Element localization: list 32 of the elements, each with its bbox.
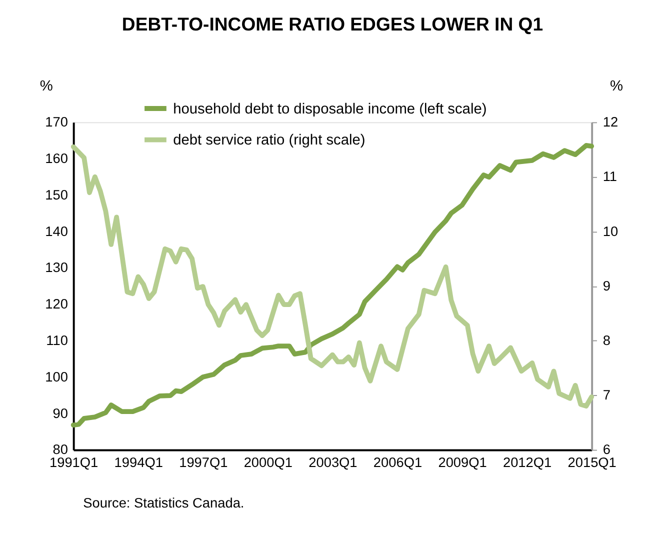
y-tick-label: 130 [45, 260, 68, 276]
y-tick-label: 120 [45, 296, 68, 312]
chart-title: DEBT-TO-INCOME RATIO EDGES LOWER IN Q1 [122, 13, 544, 34]
x-tick-label: 1997Q1 [179, 454, 228, 470]
y2-axis-title: % [610, 78, 624, 94]
y-tick-label: 160 [45, 150, 68, 166]
y2-tick-label: 11 [602, 169, 618, 184]
y2-tick-label: 7 [602, 388, 610, 403]
y-tick-label: 150 [45, 187, 68, 202]
x-tick-label: 1991Q1 [50, 454, 98, 470]
x-tick-label: 2003Q1 [308, 454, 358, 470]
x-tick-label: 2006Q1 [373, 454, 422, 470]
x-tick-label: 2000Q1 [244, 454, 292, 470]
y-tick-label: 100 [45, 369, 68, 384]
x-tick-label: 2009Q1 [438, 454, 487, 470]
x-tick-label: 2012Q1 [502, 454, 552, 470]
y-tick-label: 90 [52, 406, 68, 421]
y2-tick-label: 10 [602, 224, 618, 239]
y-axis-title: % [40, 78, 53, 94]
source-note: Source: Statistics Canada. [83, 495, 244, 510]
y-tick-label: 140 [45, 224, 68, 239]
y-tick-label: 110 [46, 332, 68, 348]
y2-tick-label: 12 [602, 114, 618, 130]
y-tick-label: 80 [52, 442, 68, 458]
y2-tick-label: 8 [602, 332, 611, 348]
y-tick-label: 170 [45, 114, 68, 130]
y2-tick-label: 9 [602, 278, 610, 294]
x-tick-label: 2015Q1 [568, 454, 616, 470]
legend-label: debt service ratio (right scale) [173, 132, 366, 149]
legend-label: household debt to disposable income (left scale) [173, 101, 487, 118]
y2-tick-label: 6 [602, 442, 610, 458]
x-tick-label: 1994Q1 [114, 454, 163, 470]
